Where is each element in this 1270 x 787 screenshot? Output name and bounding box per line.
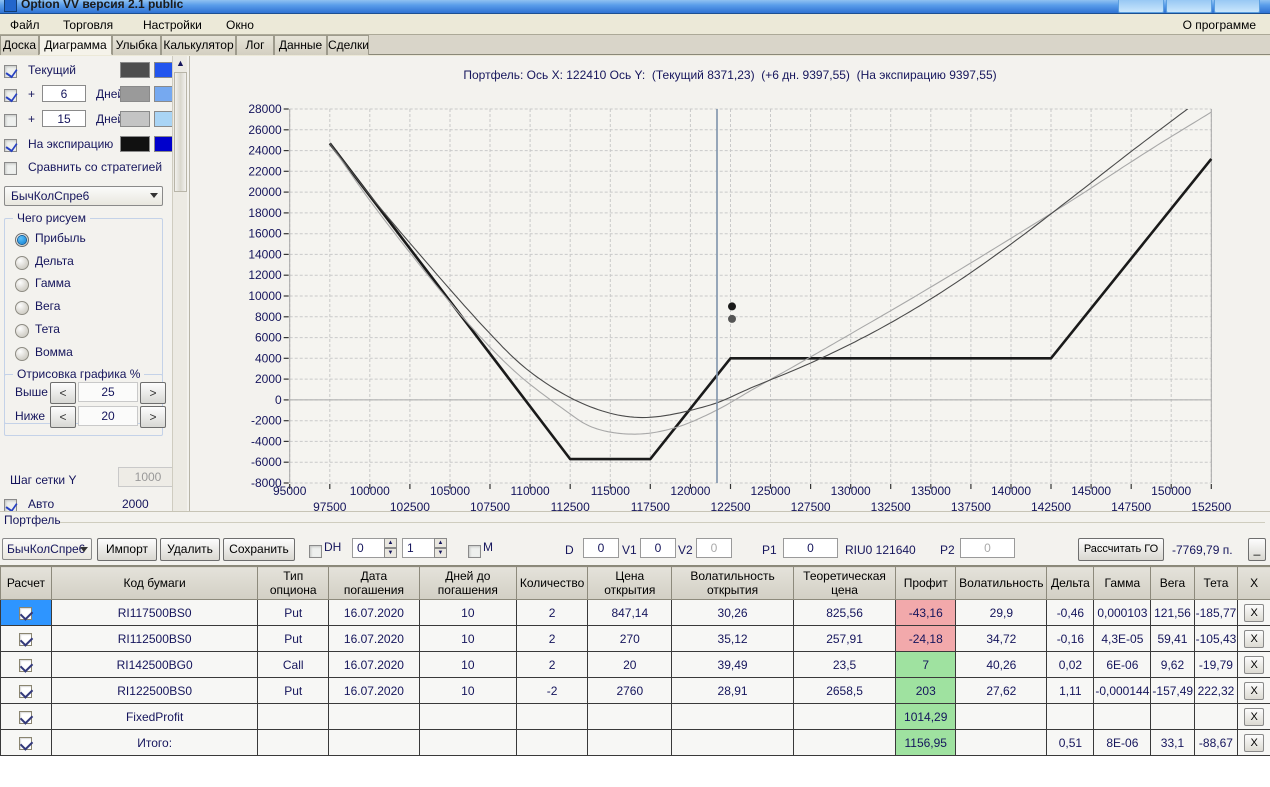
svg-text:16000: 16000 — [248, 227, 282, 241]
svg-text:107500: 107500 — [470, 500, 510, 511]
svg-text:12000: 12000 — [248, 268, 282, 282]
svg-text:4000: 4000 — [255, 351, 282, 365]
svg-text:132500: 132500 — [871, 500, 911, 511]
svg-text:152500: 152500 — [1191, 500, 1231, 511]
svg-text:-4000: -4000 — [251, 434, 282, 448]
svg-text:26000: 26000 — [248, 123, 282, 137]
svg-text:6000: 6000 — [255, 331, 282, 345]
svg-text:2000: 2000 — [255, 372, 282, 386]
svg-text:117500: 117500 — [631, 500, 670, 511]
svg-text:147500: 147500 — [1111, 500, 1151, 511]
svg-text:-6000: -6000 — [251, 455, 282, 469]
svg-text:122500: 122500 — [710, 500, 750, 511]
svg-text:112500: 112500 — [551, 500, 590, 511]
svg-text:102500: 102500 — [390, 500, 430, 511]
svg-text:97500: 97500 — [313, 500, 347, 511]
svg-text:18000: 18000 — [248, 206, 282, 220]
svg-text:20000: 20000 — [248, 185, 282, 199]
svg-text:8000: 8000 — [255, 310, 282, 324]
svg-text:142500: 142500 — [1031, 500, 1071, 511]
svg-text:0: 0 — [275, 393, 282, 407]
svg-text:-2000: -2000 — [251, 414, 282, 428]
svg-text:22000: 22000 — [248, 164, 282, 178]
svg-text:14000: 14000 — [248, 247, 282, 261]
svg-text:10000: 10000 — [248, 289, 282, 303]
svg-text:137500: 137500 — [951, 500, 991, 511]
svg-text:28000: 28000 — [248, 102, 282, 116]
svg-text:127500: 127500 — [791, 500, 831, 511]
svg-text:24000: 24000 — [248, 144, 282, 158]
